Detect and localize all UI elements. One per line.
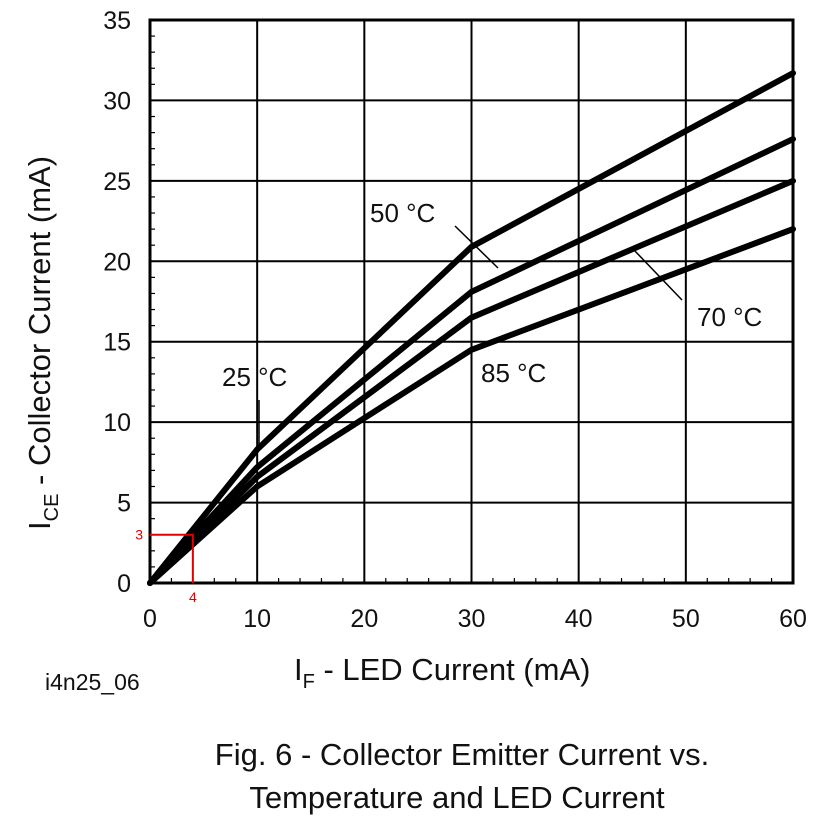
marker-y-label: 3 (135, 527, 143, 543)
y-tick-label: 20 (103, 248, 131, 276)
curve-labels: 25 °C 50 °C 70 °C 85 °C (222, 198, 762, 448)
y-tick-label: 0 (117, 570, 131, 598)
plot-frame (148, 18, 795, 585)
grid-lines (150, 20, 793, 583)
x-tick-label: 0 (143, 605, 157, 633)
leader-50c (454, 225, 499, 269)
y-tick-label: 5 (117, 490, 131, 518)
y-axis-label: ICE - Collector Current (mA) (22, 156, 63, 530)
marker-guide (150, 533, 194, 583)
caption-line-2: Temperature and LED Current (249, 780, 665, 815)
y-tick-labels: 0 5 10 15 20 25 30 35 (103, 7, 131, 598)
series-line (147, 136, 796, 586)
series-line (147, 70, 796, 586)
label-50c: 50 °C (370, 198, 435, 228)
y-tick-label: 25 (103, 168, 131, 196)
x-tick-label: 50 (672, 605, 700, 633)
leader-70c (633, 249, 683, 301)
x-tick-label: 60 (779, 605, 807, 633)
x-tick-label: 20 (350, 605, 378, 633)
x-tick-labels: 0 10 20 30 40 50 60 (143, 605, 807, 633)
series-lines (147, 70, 796, 586)
x-tick-label: 30 (458, 605, 486, 633)
figure-code: i4n25_06 (45, 669, 140, 695)
caption-line-1: Fig. 6 - Collector Emitter Current vs. (215, 737, 709, 772)
x-axis-label: IF - LED Current (mA) (294, 652, 590, 693)
x-tick-label: 10 (243, 605, 271, 633)
y-tick-label: 10 (103, 409, 131, 437)
label-70c: 70 °C (697, 302, 762, 332)
y-tick-label: 35 (103, 7, 131, 35)
label-25c: 25 °C (222, 362, 287, 392)
series-line (147, 177, 796, 586)
y-tick-label: 30 (103, 87, 131, 115)
label-85c: 85 °C (481, 358, 546, 388)
reference-marker: 34 (135, 527, 197, 605)
marker-x-label: 4 (189, 589, 197, 605)
x-tick-label: 40 (565, 605, 593, 633)
y-tick-label: 15 (103, 329, 131, 357)
series-line (147, 226, 796, 586)
